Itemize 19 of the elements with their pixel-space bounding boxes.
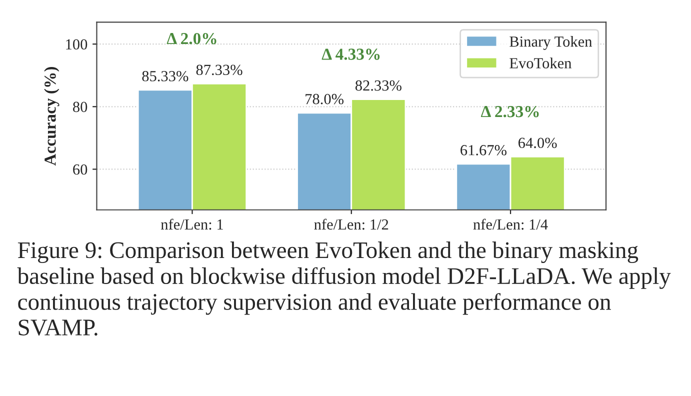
annotation: Δ 2.33% [480,106,539,118]
data-label: 85.33% [142,71,188,82]
data-label: 87.33% [196,64,242,76]
x-tick-label: nfe/Len: 1/4 [473,218,548,230]
data-label: 61.67% [460,145,506,156]
data-label: 82.33% [355,80,402,91]
y-axis-title: Accuracy (%) [44,67,60,166]
data-label: 64.0% [518,138,557,148]
y-tick-label: 60 [73,164,88,175]
legend-label: EvoToken [510,58,572,68]
x-tick-label: nfe/Len: 1 [160,218,223,230]
data-label: 78.0% [306,94,344,104]
annotation: Δ 4.33% [322,48,380,60]
caption: Figure 9: Comparison between EvoToken and the binary masking baseline based on blockwise diffusion model D2F-LLaDA. We apply continuous trajectory supervision and evaluate performance on SVAMP. [17,242,671,336]
y-tick-label: 100 [66,39,88,50]
annotation: Δ 2.0% [166,32,216,44]
legend-label: Binary Token [510,36,592,50]
y-tick-label: 80 [73,102,88,112]
x-tick-label: nfe/Len: 1/2 [314,218,388,230]
